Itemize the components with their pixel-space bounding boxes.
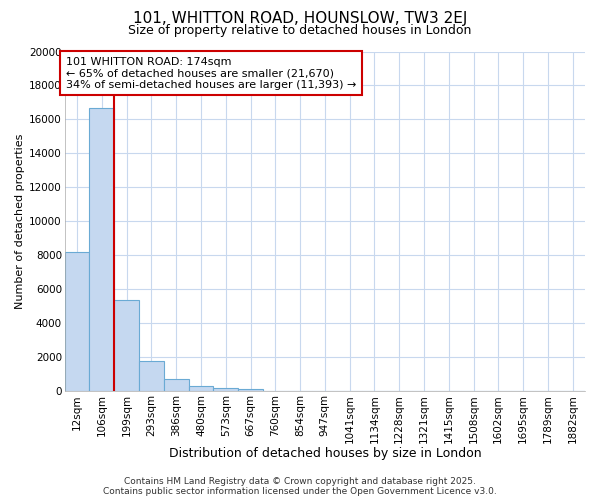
Text: 101 WHITTON ROAD: 174sqm
← 65% of detached houses are smaller (21,670)
34% of se: 101 WHITTON ROAD: 174sqm ← 65% of detach… — [66, 56, 356, 90]
Bar — [114, 300, 139, 392]
Text: Size of property relative to detached houses in London: Size of property relative to detached ho… — [128, 24, 472, 37]
Bar — [164, 378, 188, 392]
Bar — [238, 389, 263, 392]
Bar — [89, 108, 114, 392]
X-axis label: Distribution of detached houses by size in London: Distribution of detached houses by size … — [169, 447, 481, 460]
Y-axis label: Number of detached properties: Number of detached properties — [15, 134, 25, 309]
Bar — [139, 360, 164, 392]
Bar — [65, 252, 89, 392]
Bar — [188, 386, 214, 392]
Text: 101, WHITTON ROAD, HOUNSLOW, TW3 2EJ: 101, WHITTON ROAD, HOUNSLOW, TW3 2EJ — [133, 11, 467, 26]
Text: Contains HM Land Registry data © Crown copyright and database right 2025.
Contai: Contains HM Land Registry data © Crown c… — [103, 476, 497, 496]
Bar — [214, 388, 238, 392]
